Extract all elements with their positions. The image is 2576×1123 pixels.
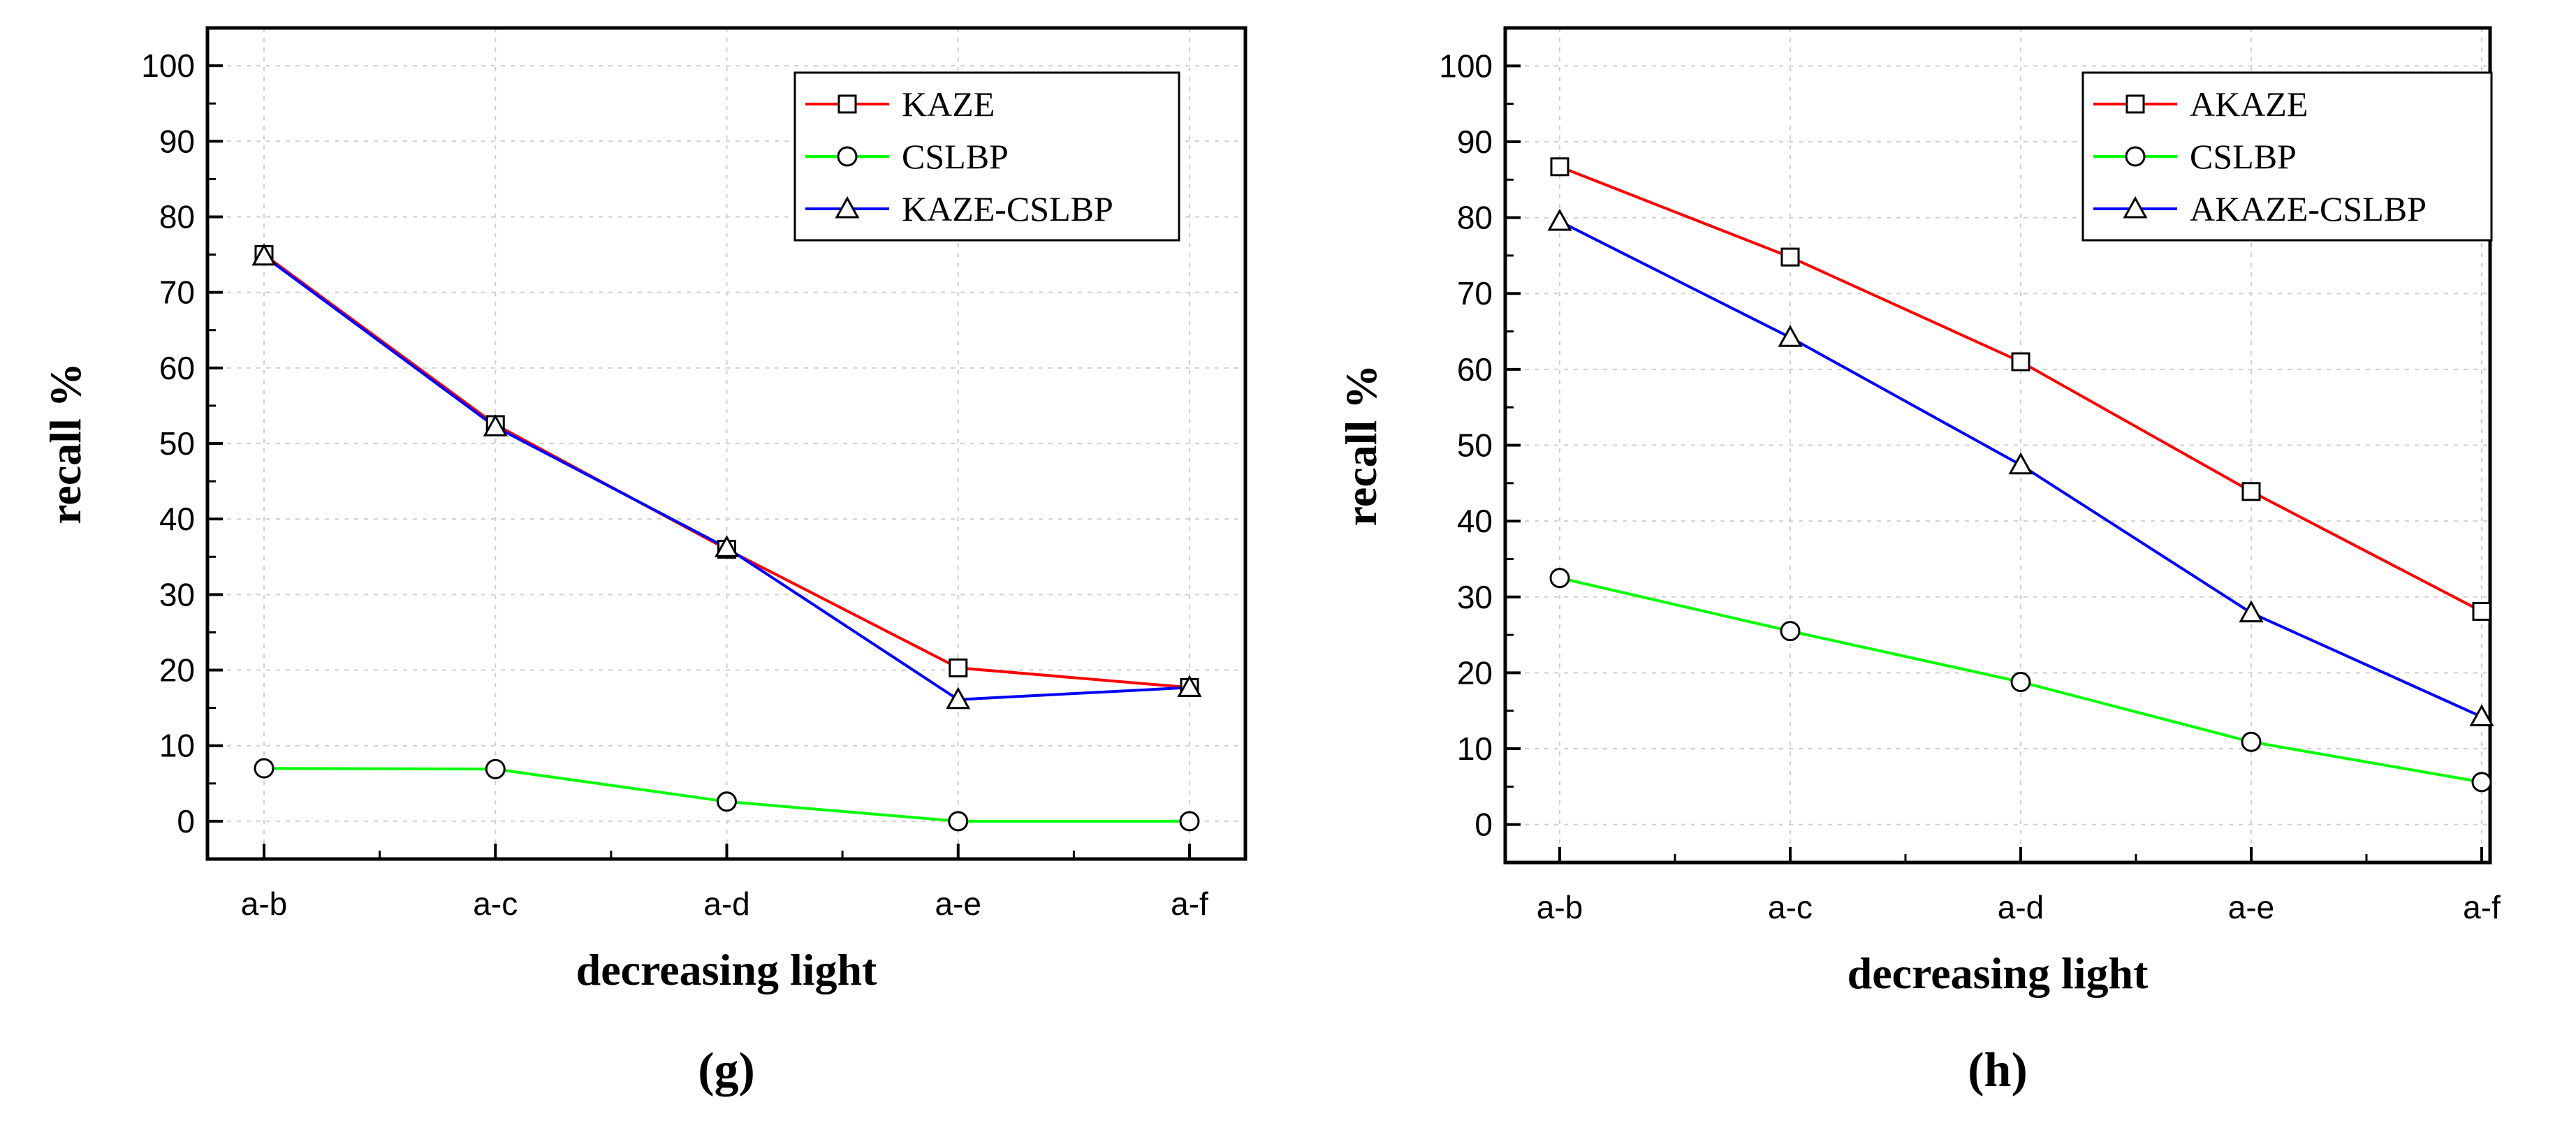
x-axis-label: decreasing light [576, 945, 878, 994]
x-tick-label: a-c [1768, 889, 1813, 925]
legend-marker [835, 196, 860, 219]
chart-0: 0 10 20 30 40 50 60 70 80 90 100 a-b a-c a-d a-e a-f dec… [41, 26, 1247, 1097]
chart-1: 0 10 20 30 40 50 60 70 80 90 100 a-b a-c a-d a-e a-f dec… [1336, 26, 2501, 1097]
legend-label: AKAZE [2190, 85, 2308, 124]
panel-label: (h) [1968, 1043, 2028, 1097]
data-point [2011, 352, 2030, 372]
data-point [2472, 601, 2491, 621]
legend-marker [2125, 146, 2146, 167]
x-tick-label: a-b [1537, 889, 1583, 925]
y-tick-label: 10 [1457, 731, 1493, 767]
data-point [717, 791, 737, 812]
markers-akaze-cslbp [1547, 208, 2494, 726]
data-point [254, 758, 275, 779]
data-point [2241, 731, 2262, 752]
y-axis-label: recall % [1336, 365, 1386, 527]
legend: KAZE CSLBP KAZE-CSLBP [793, 71, 1180, 242]
data-point [251, 243, 277, 266]
y-tick-label: 30 [159, 576, 195, 612]
data-point [1177, 675, 1202, 697]
data-point [949, 658, 968, 677]
x-axis-label: decreasing light [1847, 948, 2149, 998]
y-tick-label: 0 [177, 803, 195, 839]
data-point [1547, 208, 1572, 231]
legend-label: KAZE-CSLBP [902, 189, 1113, 228]
grid [1505, 28, 2490, 863]
data-point [946, 687, 971, 710]
y-tick-label: 10 [159, 728, 195, 764]
legend-label: CSLBP [2190, 137, 2297, 176]
y-tick-label: 70 [159, 274, 195, 311]
x-tick-label: a-e [935, 886, 981, 922]
x-tick-label: a-d [703, 886, 749, 922]
data-point [714, 535, 740, 557]
legend-marker [2125, 94, 2145, 114]
legend-label: CSLBP [902, 137, 1009, 176]
y-tick-label: 40 [1457, 503, 1493, 539]
y-tick-label: 60 [1457, 351, 1493, 388]
x-tick-label: a-b [241, 886, 287, 922]
panel-label: (g) [698, 1043, 755, 1097]
data-point [483, 414, 508, 436]
y-tick-label: 20 [1457, 654, 1493, 691]
x-tick-label: a-e [2228, 889, 2274, 925]
data-point [2010, 671, 2031, 692]
y-tick-label: 100 [1439, 47, 1493, 84]
data-point [1179, 811, 1200, 832]
y-tick-label: 30 [1457, 579, 1493, 615]
data-point [2239, 600, 2264, 623]
x-tick-label: a-f [2463, 889, 2501, 925]
y-tick-label: 90 [1457, 124, 1493, 160]
data-point [2471, 772, 2492, 793]
y-tick-label: 40 [159, 501, 195, 537]
legend: AKAZE CSLBP AKAZE-CSLBP [2081, 71, 2493, 242]
legend-label: AKAZE-CSLBP [2190, 189, 2427, 228]
y-tick-label: 20 [159, 652, 195, 689]
y-axis-label: recall % [41, 362, 90, 524]
data-point [1778, 325, 1803, 347]
legend-marker [837, 146, 858, 167]
y-tick-label: 90 [159, 123, 195, 159]
markers-akaze [1550, 157, 2491, 621]
x-tick-label: a-c [473, 886, 518, 922]
data-point [485, 758, 506, 779]
markers-cslbp [254, 758, 1200, 832]
y-tick-label: 0 [1474, 807, 1493, 843]
y-tick-label: 60 [159, 350, 195, 386]
legend-marker [837, 94, 857, 114]
y-tick-label: 50 [1457, 427, 1493, 464]
y-tick-label: 100 [141, 47, 195, 84]
markers-cslbp [1549, 568, 2492, 793]
x-tick-label: a-f [1171, 886, 1208, 922]
data-point [2008, 452, 2033, 475]
y-tick-label: 80 [1457, 200, 1493, 236]
data-point [948, 811, 969, 832]
markers-kaze-cslbp [251, 243, 1202, 710]
legend-label: KAZE [902, 85, 995, 124]
legend-marker [2123, 196, 2148, 219]
data-point [1780, 621, 1801, 642]
y-tick-label: 50 [159, 425, 195, 462]
data-point [1550, 157, 1569, 177]
data-point [1780, 247, 1800, 267]
grid [207, 28, 1245, 859]
data-point [2469, 704, 2494, 726]
x-tick-label: a-d [1998, 889, 2044, 925]
data-point [1549, 568, 1570, 589]
y-tick-label: 80 [159, 198, 195, 235]
y-tick-label: 70 [1457, 275, 1493, 311]
data-point [2241, 482, 2261, 501]
